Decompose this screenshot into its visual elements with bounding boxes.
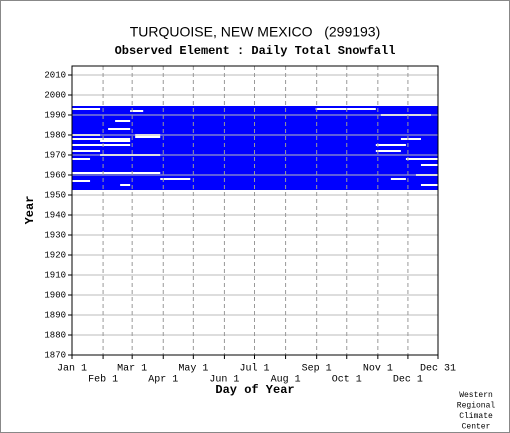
y-tick-label: 1970 [44,150,66,160]
credit: Climate [459,412,493,421]
y-tick-label: 1940 [44,210,66,220]
y-axis-label: Year [23,196,37,225]
missing-gap [375,144,406,146]
missing-gap [72,108,101,110]
missing-gap [420,164,438,166]
x-tick-label: Mar 1 [117,364,147,375]
missing-gap [72,150,101,152]
x-tick-label: Dec 1 [393,375,423,386]
credit: Western [459,391,493,400]
missing-gap [115,120,131,122]
missing-gap [390,178,406,180]
x-tick-label: May 1 [178,364,208,375]
x-axis-label: Day of Year [215,383,294,397]
y-tick-label: 1900 [44,290,66,300]
x-tick-label: Jan 1 [57,364,87,375]
y-tick-label: 1910 [44,270,66,280]
data-block [72,106,438,190]
missing-gap [375,150,401,152]
y-tick-label: 1890 [44,310,66,320]
missing-gap [160,178,191,180]
y-tick-label: 2000 [44,90,66,100]
y-tick-label: 1990 [44,110,66,120]
missing-gap [72,180,91,182]
chart-title: TURQUOISE, NEW MEXICO (299193) [130,24,381,40]
x-tick-label: Sep 1 [302,364,332,375]
plot-border [71,65,439,356]
x-tick-label: Jul 1 [239,363,269,375]
missing-gap [135,136,161,138]
missing-gap [100,140,131,142]
missing-gap [72,172,161,174]
y-tick-label: 1950 [44,190,66,200]
missing-gap [108,128,131,130]
missing-gap [130,110,144,112]
missing-gap [315,108,376,110]
missing-gap [72,158,91,160]
y-tick-label: 1980 [44,130,66,140]
x-tick-label: Oct 1 [332,375,362,386]
x-tick-label: Aug 1 [271,375,301,386]
y-tick-label: 1880 [44,330,66,340]
x-tick-label: Nov 1 [363,364,393,375]
missing-gap [120,184,131,186]
missing-gap [400,138,421,140]
missing-gap [72,138,131,140]
y-tick-label: 1920 [44,250,66,260]
y-tick-label: 1960 [44,170,66,180]
y-tick-label: 1870 [44,350,66,360]
x-tick-label: Jun 1 [209,375,239,386]
x-tick-label: Apr 1 [148,375,178,386]
missing-gap [420,184,438,186]
missing-gap [72,144,131,146]
y-tick-label: 2010 [44,70,66,80]
credit: Center [462,423,491,432]
x-tick-label: Feb 1 [88,374,118,386]
missing-gap [405,158,438,160]
credit: Regional [457,402,496,411]
y-tick-label: 1930 [44,230,66,240]
chart-subtitle: Observed Element : Daily Total Snowfall [115,44,396,58]
x-tick-label: Dec 31 [420,364,456,375]
